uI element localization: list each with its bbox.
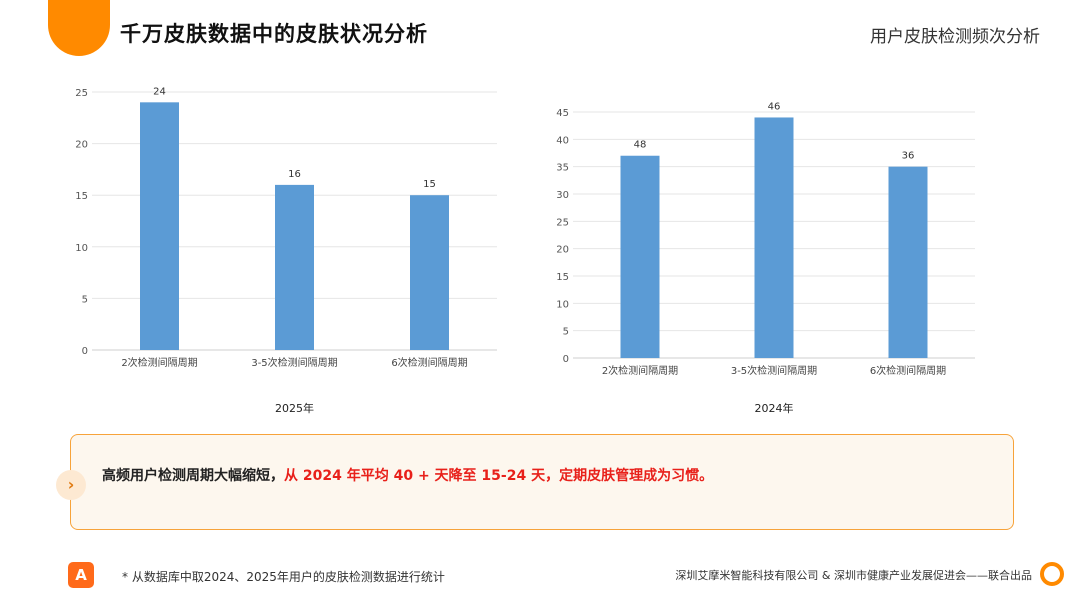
y-tick-label: 45 (556, 108, 569, 119)
callout-highlight: 从 2024 年平均 40 + 天降至 15-24 天，定期皮肤管理成为习惯。 (284, 468, 714, 484)
section-title: 用户皮肤检测频次分析 (870, 27, 1040, 47)
corner-decoration (48, 0, 110, 56)
y-tick-label: 30 (556, 190, 569, 201)
company-logo: A (68, 562, 94, 588)
bar (410, 195, 449, 350)
y-tick-label: 25 (556, 217, 569, 228)
y-tick-label: 0 (82, 346, 88, 357)
x-tick-label: 6次检测间隔周期 (391, 356, 467, 369)
data-label: 36 (902, 151, 915, 162)
bar (620, 155, 660, 358)
y-tick-label: 35 (556, 163, 569, 174)
charts-area: 0 5 10 15 20 25 24 2次检测间隔周期 16 3-5次检测间隔周期 15 6次检测间隔… (75, 86, 975, 415)
credits: 深圳艾摩米智能科技有限公司 & 深圳市健康产业发展促进会——联合出品 (675, 569, 1032, 582)
y-tick-label: 10 (75, 243, 88, 254)
chevron-right-icon[interactable]: › (56, 470, 86, 500)
callout-box (70, 434, 1014, 530)
ring-icon (1040, 562, 1064, 586)
y-tick-label: 5 (563, 327, 569, 338)
y-tick-label: 20 (75, 140, 88, 151)
x-tick-label: 3-5次检测间隔周期 (251, 356, 337, 369)
y-tick-label: 0 (563, 354, 569, 365)
x-tick-label: 3-5次检测间隔周期 (731, 364, 817, 377)
y-tick-label: 15 (75, 191, 88, 202)
bar (754, 117, 794, 358)
callout-text: 高频用户检测周期大幅缩短，从 2024 年平均 40 + 天降至 15-24 天… (102, 465, 713, 485)
x-axis-label: 2024年 (755, 401, 794, 415)
data-label: 24 (153, 86, 166, 97)
data-label: 15 (423, 179, 436, 190)
page-title: 千万皮肤数据中的皮肤状况分析 (120, 22, 428, 46)
x-axis-label: 2025年 (275, 401, 314, 415)
data-label: 46 (768, 101, 781, 112)
x-tick-label: 2次检测间隔周期 (602, 364, 678, 377)
y-tick-label: 5 (82, 294, 88, 305)
data-label: 16 (288, 169, 301, 180)
y-tick-label: 15 (556, 272, 569, 283)
y-tick-label: 25 (75, 88, 88, 99)
bar (140, 102, 179, 350)
data-label: 48 (634, 140, 647, 151)
bar (888, 166, 928, 358)
bar (275, 184, 314, 350)
footnote: * 从数据库中取2024、2025年用户的皮肤检测数据进行统计 (122, 570, 445, 584)
x-tick-label: 6次检测间隔周期 (870, 364, 946, 377)
callout-plain: 高频用户检测周期大幅缩短， (102, 468, 284, 484)
y-tick-label: 10 (556, 299, 569, 310)
y-tick-label: 20 (556, 245, 569, 256)
x-tick-label: 2次检测间隔周期 (121, 356, 197, 369)
y-tick-label: 40 (556, 135, 569, 146)
